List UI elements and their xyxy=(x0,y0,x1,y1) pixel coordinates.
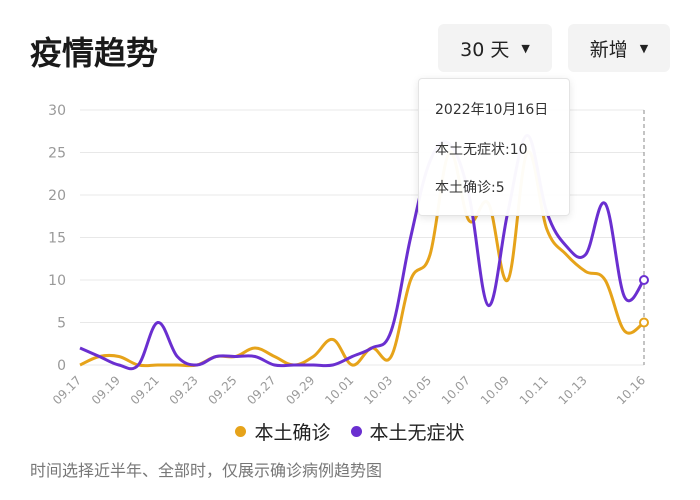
y-tick-label: 20 xyxy=(48,188,66,204)
x-tick-label: 10.07 xyxy=(439,373,473,407)
y-tick-label: 25 xyxy=(48,146,66,162)
y-tick-label: 5 xyxy=(57,316,66,332)
x-tick-label: 09.17 xyxy=(50,373,84,407)
x-tick-label: 09.21 xyxy=(128,373,162,407)
x-tick-label: 09.23 xyxy=(167,373,201,407)
x-tick-label: 09.19 xyxy=(89,373,123,407)
tooltip-confirmed: 本土确诊:5 xyxy=(435,180,505,196)
y-tick-label: 15 xyxy=(48,231,66,247)
x-tick-label: 10.13 xyxy=(556,373,590,407)
x-tick-label: 09.27 xyxy=(244,373,278,407)
legend-label-confirmed: 本土确诊 xyxy=(254,422,331,444)
x-tick-label: 10.03 xyxy=(361,373,395,407)
chart-lines xyxy=(79,134,646,371)
chart-legend: 本土确诊 本土无症状 xyxy=(0,418,700,445)
series-end-point-1 xyxy=(639,275,649,285)
series-end-point-0 xyxy=(639,317,649,328)
series-line-1 xyxy=(79,134,646,371)
legend-item-confirmed[interactable]: 本土确诊 xyxy=(235,418,331,445)
date-range-label: 30 天 xyxy=(460,38,510,61)
x-tick-label: 10.05 xyxy=(400,373,434,407)
tooltip-asymptomatic: 本土无症状:10 xyxy=(435,142,528,158)
page-title: 疫情趋势 xyxy=(30,34,159,72)
y-axis: 0 5 10 15 20 25 30 xyxy=(48,103,66,374)
legend-item-asymptomatic[interactable]: 本土无症状 xyxy=(350,418,465,445)
date-range-dropdown[interactable]: 30 天 ▼ xyxy=(438,24,552,72)
series-line-0 xyxy=(79,150,645,368)
footnote: 时间选择近半年、全部时，仅展示确诊病例趋势图 xyxy=(30,461,383,480)
y-tick-label: 30 xyxy=(48,103,66,119)
legend-dot-confirmed xyxy=(235,426,247,437)
x-tick-label: 09.29 xyxy=(283,373,317,407)
x-tick-label: 10.09 xyxy=(478,373,512,407)
tooltip-date: 2022年10月16日 xyxy=(435,102,549,118)
data-type-label: 新增 xyxy=(589,38,628,61)
legend-label-asymptomatic: 本土无症状 xyxy=(369,422,465,444)
data-type-dropdown[interactable]: 新增 ▼ xyxy=(568,24,670,72)
y-tick-label: 10 xyxy=(48,273,66,289)
caret-down-icon: ▼ xyxy=(521,41,530,55)
x-axis: 09.17 09.19 09.21 09.23 09.25 09.27 09.29 10.01… xyxy=(50,373,648,407)
caret-down-icon: ▼ xyxy=(639,41,649,55)
x-tick-label: 10.11 xyxy=(517,373,551,407)
x-tick-label: 10.16 xyxy=(614,373,648,407)
chart-markers xyxy=(639,275,649,328)
x-tick-label: 09.25 xyxy=(206,373,240,407)
x-tick-label: 10.01 xyxy=(322,373,356,407)
legend-dot-asymptomatic xyxy=(350,426,362,437)
chart-tooltip: 2022年10月16日 本土无症状:10 本土确诊:5 xyxy=(418,78,570,216)
y-tick-label: 0 xyxy=(57,358,66,374)
